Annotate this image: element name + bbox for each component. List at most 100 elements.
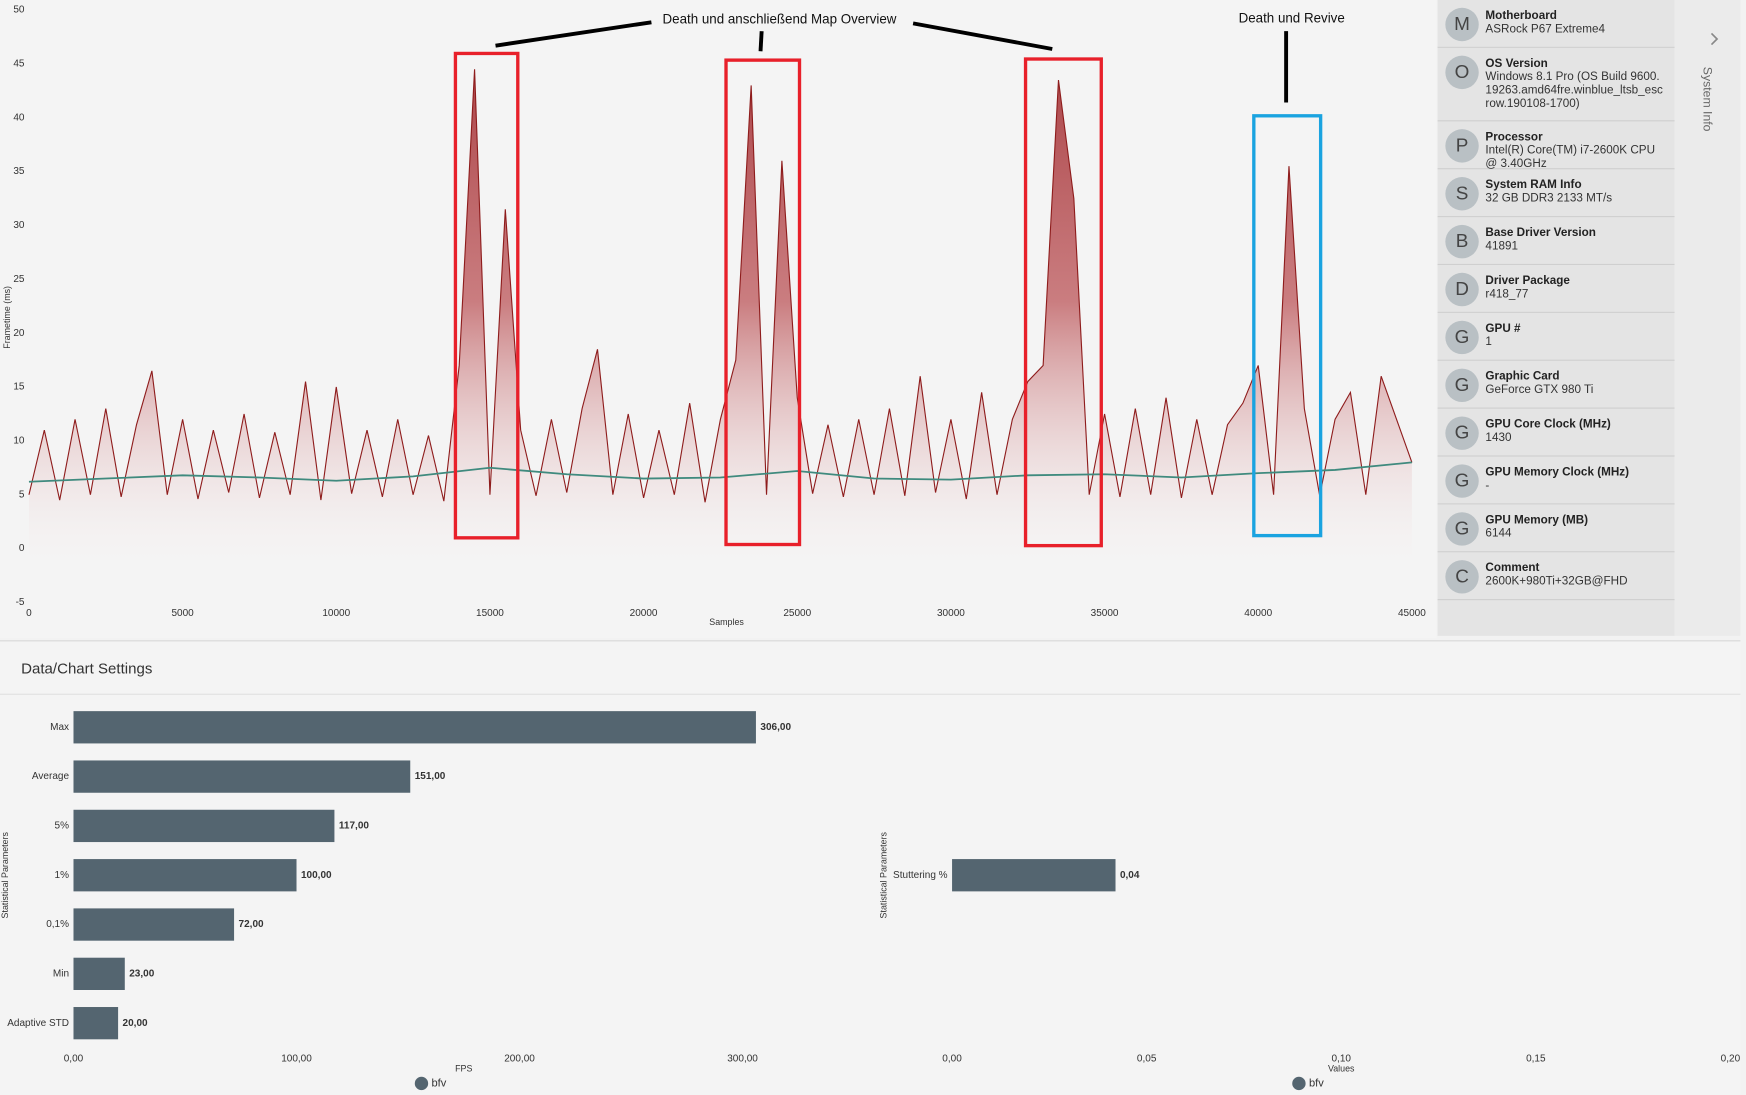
info-value: r418_77 bbox=[1485, 287, 1529, 301]
highlight-box bbox=[1023, 57, 1103, 548]
y-tick-label: Stuttering % bbox=[893, 870, 948, 881]
y-tick-label: Average bbox=[32, 771, 70, 782]
legend-label: bfv bbox=[1309, 1077, 1324, 1089]
system-info-panel: M Motherboard ASRock P67 Extreme4 O OS Versi… bbox=[1437, 0, 1675, 636]
y-tick-label: 10 bbox=[13, 435, 25, 446]
info-label: OS Version bbox=[1485, 56, 1548, 71]
y-axis-label: Statistical Parameters bbox=[0, 831, 10, 918]
info-item: O OS Version Windows 8.1 Pro (OS Build 960… bbox=[1437, 48, 1675, 122]
x-tick-label: 10000 bbox=[322, 608, 350, 619]
info-item: G GPU Memory Clock (MHz) - bbox=[1437, 457, 1675, 505]
info-value: 41891 bbox=[1485, 239, 1518, 253]
y-tick-label: Min bbox=[53, 968, 69, 979]
system-info-tab[interactable]: System Info bbox=[1700, 66, 1714, 132]
info-label: GPU Memory Clock (MHz) bbox=[1485, 465, 1630, 479]
bar bbox=[952, 859, 1116, 892]
bar bbox=[73, 711, 756, 744]
info-value: 1 bbox=[1485, 335, 1492, 349]
info-value: 32 GB DDR3 2133 MT/s bbox=[1485, 191, 1613, 205]
info-item: G GPU Memory (MB) 6144 bbox=[1437, 504, 1675, 553]
x-tick-label: 0,10 bbox=[1331, 1054, 1351, 1065]
settings-title: Data/Chart Settings bbox=[21, 660, 153, 678]
stats-background bbox=[0, 693, 1741, 1095]
tab-icon bbox=[1710, 32, 1719, 46]
bar bbox=[73, 859, 297, 892]
info-value: ASRock P67 Extreme4 bbox=[1485, 22, 1606, 36]
info-item: S System RAM Info 32 GB DDR3 2133 MT/s bbox=[1437, 169, 1675, 218]
x-tick-label: 0,15 bbox=[1526, 1054, 1546, 1065]
info-value: Intel(R) Core(TM) i7-2600K CPU @ 3.40GHz bbox=[1485, 143, 1656, 171]
bar bbox=[73, 908, 235, 941]
y-tick-label: 5% bbox=[55, 821, 70, 832]
y-tick-label: -5 bbox=[16, 597, 25, 608]
info-initial: G bbox=[1445, 320, 1479, 355]
x-tick-label: 0,00 bbox=[942, 1054, 962, 1065]
x-tick-label: 100,00 bbox=[281, 1054, 312, 1065]
y-tick-label: 1% bbox=[55, 870, 70, 881]
x-tick-label: 0,05 bbox=[1137, 1054, 1157, 1065]
info-initial: S bbox=[1445, 177, 1479, 211]
area bbox=[28, 69, 1412, 586]
bar bbox=[73, 957, 125, 990]
info-item: B Base Driver Version 41891 bbox=[1437, 217, 1675, 266]
value-label: 0,04 bbox=[1120, 870, 1140, 881]
value-label: 100,00 bbox=[301, 870, 332, 881]
info-initial: G bbox=[1445, 464, 1479, 498]
y-tick-label: 20 bbox=[13, 328, 25, 339]
annotation: Death und Revive bbox=[1239, 10, 1345, 25]
y-tick-label: 45 bbox=[13, 59, 25, 70]
value-label: 72,00 bbox=[239, 919, 264, 930]
y-tick-label: 25 bbox=[13, 274, 25, 285]
x-axis-label: FPS bbox=[455, 1063, 472, 1073]
info-label: System RAM Info bbox=[1485, 178, 1582, 192]
legend-label: bfv bbox=[431, 1077, 446, 1089]
y-tick-label: 0,1% bbox=[46, 919, 69, 930]
info-label: Base Driver Version bbox=[1485, 226, 1596, 240]
x-tick-label: 5000 bbox=[171, 608, 194, 619]
value-label: 23,00 bbox=[129, 968, 154, 979]
highlight-box bbox=[1252, 114, 1323, 538]
settings-bar[interactable]: Data/Chart Settings bbox=[0, 640, 1741, 695]
info-label: Comment bbox=[1485, 561, 1540, 575]
y-axis-label: Statistical Parameters bbox=[878, 831, 888, 918]
x-tick-label: 30000 bbox=[937, 608, 965, 619]
x-tick-label: 0,00 bbox=[64, 1054, 84, 1065]
highlight-box bbox=[453, 51, 520, 540]
bar bbox=[73, 1007, 119, 1040]
x-axis-label: Samples bbox=[709, 617, 744, 627]
y-tick-label: Adaptive STD bbox=[7, 1018, 69, 1029]
info-label: GPU Memory (MB) bbox=[1485, 513, 1589, 527]
y-axis-label: Frametime (ms) bbox=[2, 286, 12, 349]
info-value: 1430 bbox=[1485, 430, 1512, 445]
x-tick-label: 200,00 bbox=[504, 1054, 535, 1065]
x-tick-label: 20000 bbox=[630, 608, 658, 619]
info-item: G Graphic Card GeForce GTX 980 Ti bbox=[1437, 361, 1675, 409]
value-label: 151,00 bbox=[415, 771, 446, 782]
y-tick-label: 30 bbox=[13, 220, 25, 231]
info-label: GPU # bbox=[1485, 321, 1521, 336]
arrow bbox=[912, 21, 1053, 51]
x-tick-label: 45000 bbox=[1398, 608, 1426, 619]
y-tick-label: 15 bbox=[13, 382, 25, 393]
info-initial: G bbox=[1445, 416, 1479, 450]
info-initial: P bbox=[1445, 129, 1479, 163]
y-tick-label: 40 bbox=[13, 112, 25, 123]
annotation-shapes: Death und anschließend Map Overview Deat… bbox=[453, 10, 1345, 548]
info-item: D Driver Package r418_77 bbox=[1437, 265, 1675, 313]
side-tab-strip bbox=[1674, 0, 1741, 636]
bar bbox=[73, 809, 335, 843]
info-item: G GPU Core Clock (MHz) 1430 bbox=[1437, 409, 1675, 457]
legend-marker bbox=[414, 1076, 429, 1091]
info-initial: O bbox=[1445, 55, 1479, 90]
info-item: G GPU #1 bbox=[1437, 313, 1675, 361]
info-label: Driver Package bbox=[1485, 273, 1570, 288]
annotation: Death und anschließend Map Overview bbox=[663, 12, 897, 27]
bar bbox=[73, 760, 411, 793]
arrow bbox=[495, 20, 652, 48]
line bbox=[28, 69, 1413, 503]
info-value: - bbox=[1485, 478, 1490, 493]
tab-chevron[interactable] bbox=[1710, 32, 1719, 46]
info-value: GeForce GTX 980 Ti bbox=[1485, 383, 1594, 397]
